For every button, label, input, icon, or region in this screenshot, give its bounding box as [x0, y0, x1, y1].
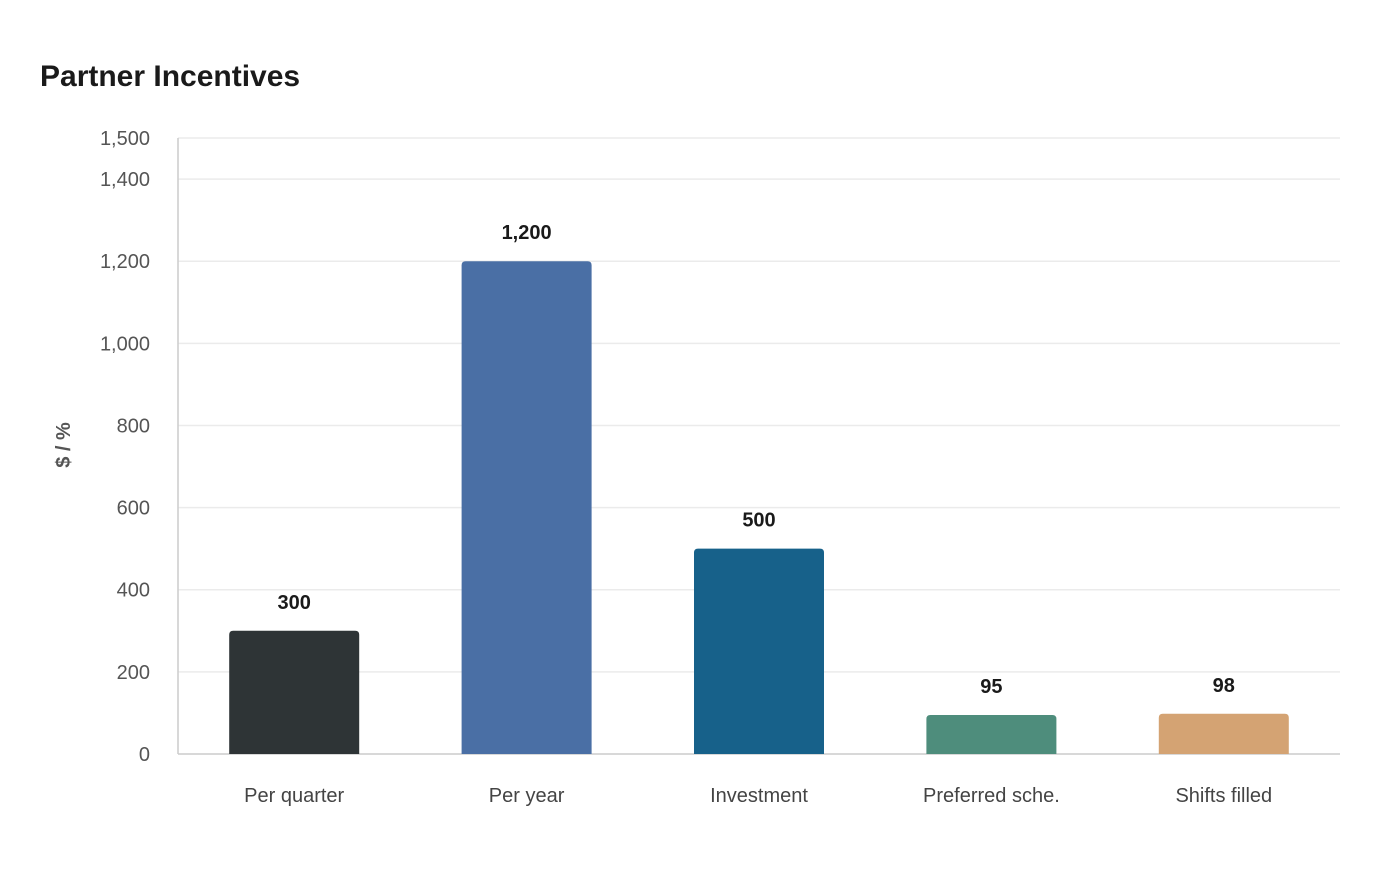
- bar: [1158, 713, 1289, 754]
- y-axis-label: $ / %: [53, 422, 75, 468]
- y-tick-label: 200: [117, 662, 150, 684]
- y-tick-label: 800: [117, 415, 150, 437]
- x-tick-label: Investment: [710, 785, 808, 807]
- y-tick-label: 400: [117, 580, 150, 602]
- x-tick-label: Per quarter: [244, 785, 344, 807]
- bar-value-label: 98: [1213, 675, 1235, 697]
- x-tick-label: Preferred sche.: [923, 785, 1060, 807]
- bar: [461, 261, 592, 754]
- bar-value-label: 1,200: [502, 222, 552, 244]
- y-tick-label: 0: [139, 744, 150, 766]
- bar-value-label: 300: [278, 592, 311, 614]
- y-tick-label: 1,200: [100, 251, 150, 273]
- bar: [229, 630, 360, 754]
- x-tick-label: Per year: [489, 785, 565, 807]
- y-tick-label: 600: [117, 498, 150, 520]
- y-tick-label: 1,400: [100, 169, 150, 191]
- bar-value-label: 95: [980, 676, 1002, 698]
- y-tick-label: 1,500: [100, 128, 150, 150]
- label-layer: 300 Per quarter 1,200 Per year 500 Investment…: [244, 222, 1272, 807]
- x-tick-label: Shifts filled: [1175, 785, 1272, 807]
- chart-title: Partner Incentives: [40, 60, 301, 93]
- bar: [926, 714, 1057, 754]
- y-tick-label: 1,000: [100, 333, 150, 355]
- bar-value-label: 500: [742, 510, 775, 532]
- bar: [694, 548, 824, 754]
- bar-layer: [229, 261, 1289, 754]
